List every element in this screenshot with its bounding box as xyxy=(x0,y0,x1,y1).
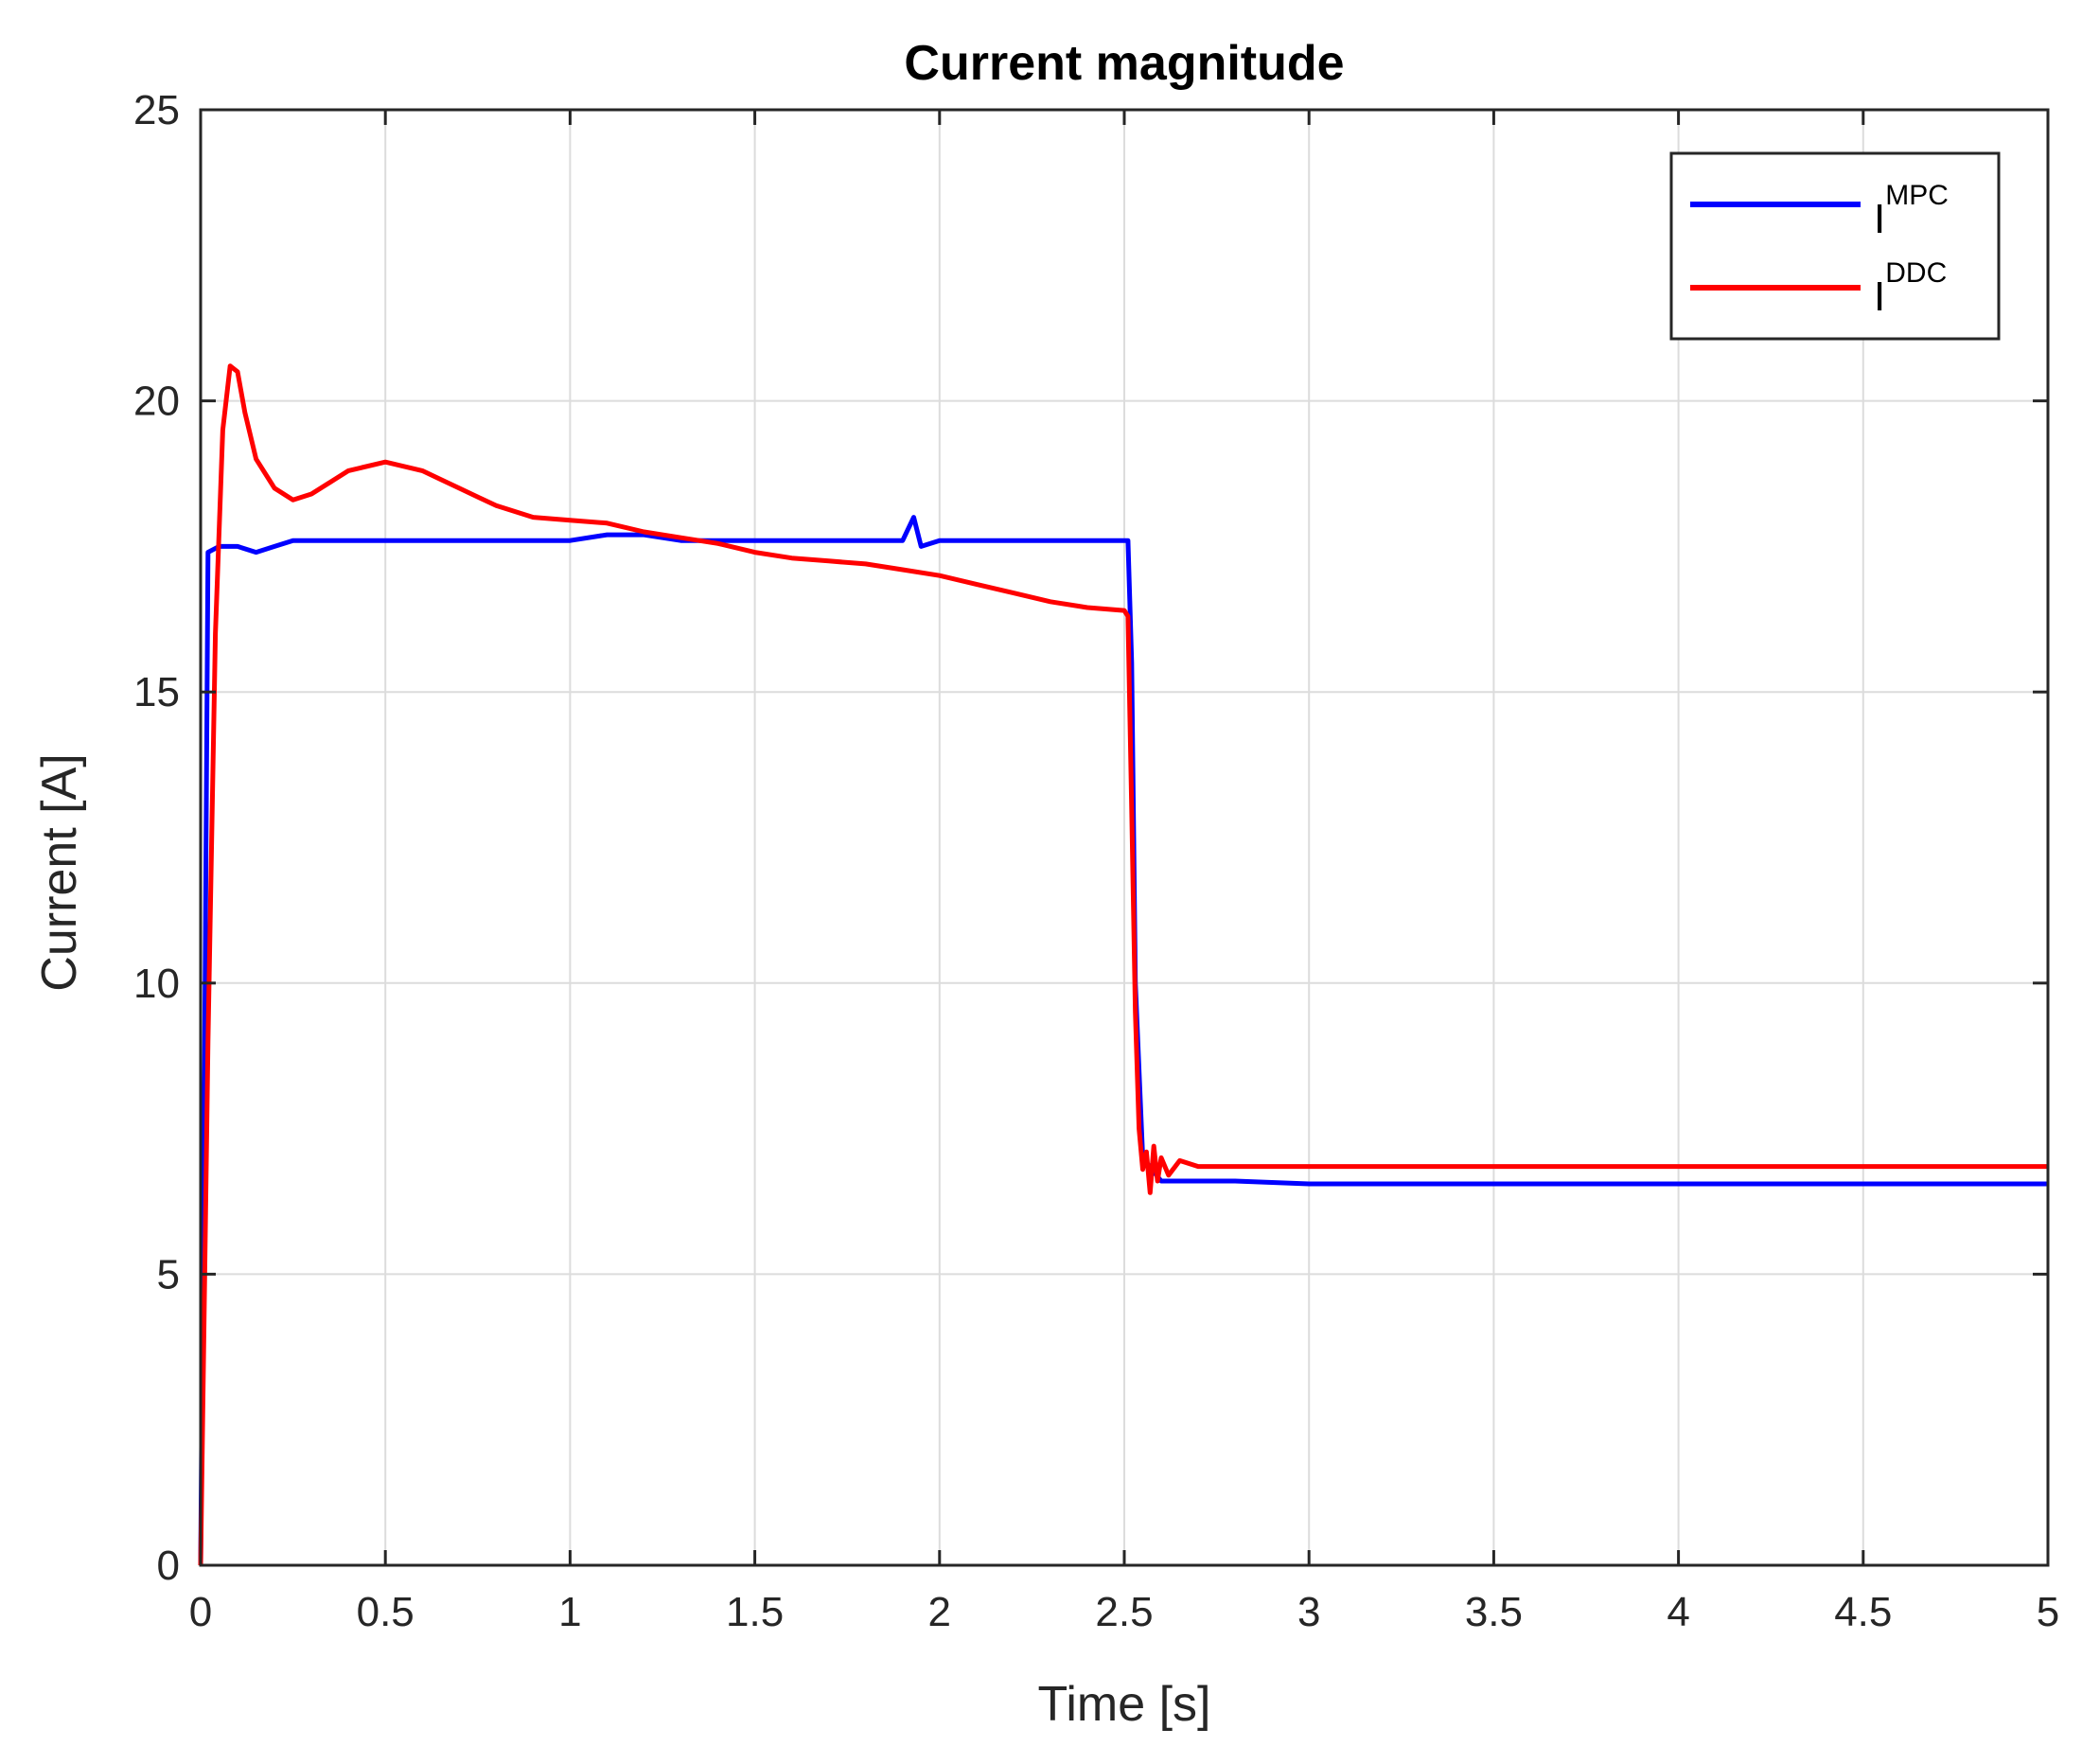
x-tick-label: 1.5 xyxy=(726,1589,784,1635)
y-tick-label: 10 xyxy=(133,961,180,1007)
y-axis-label: Current [A] xyxy=(32,753,87,991)
series-lines xyxy=(198,363,2048,1566)
y-tick-label: 15 xyxy=(133,669,180,715)
x-tick-label: 2 xyxy=(928,1589,951,1635)
chart-title: Current magnitude xyxy=(904,36,1344,91)
x-tick-label: 5 xyxy=(2037,1589,2059,1635)
series-line-mpc xyxy=(198,515,2048,1566)
y-tick-label: 20 xyxy=(133,379,180,425)
x-tick-label: 4.5 xyxy=(1834,1589,1892,1635)
x-tick-label: 3 xyxy=(1297,1589,1320,1635)
x-tick-label: 3.5 xyxy=(1465,1589,1523,1635)
y-tick-label: 5 xyxy=(157,1251,180,1297)
x-tick-label: 2.5 xyxy=(1095,1589,1153,1635)
y-tick-label: 0 xyxy=(157,1543,180,1589)
axes xyxy=(199,108,2050,1567)
legend-box xyxy=(1669,151,2001,341)
legend-label-mpc: IMPC xyxy=(1874,180,1949,242)
y-tick-label: 25 xyxy=(133,87,180,133)
legend: IMPC IDDC xyxy=(1669,151,2001,341)
x-tick-label: 4 xyxy=(1667,1589,1689,1635)
x-tick-label: 1 xyxy=(558,1589,581,1635)
legend-label-ddc: IDDC xyxy=(1874,257,1947,320)
grid xyxy=(201,110,2048,1565)
x-tick-label: 0.5 xyxy=(357,1589,415,1635)
x-tick-label: 0 xyxy=(189,1589,212,1635)
tick-labels: 0 0.5 1 1.5 2 2.5 3 3.5 4 4.5 5 0 5 10 15 20 25 xyxy=(133,87,2059,1635)
x-axis-label: Time [s] xyxy=(1038,1677,1211,1732)
series-line-ddc xyxy=(198,363,2048,1566)
